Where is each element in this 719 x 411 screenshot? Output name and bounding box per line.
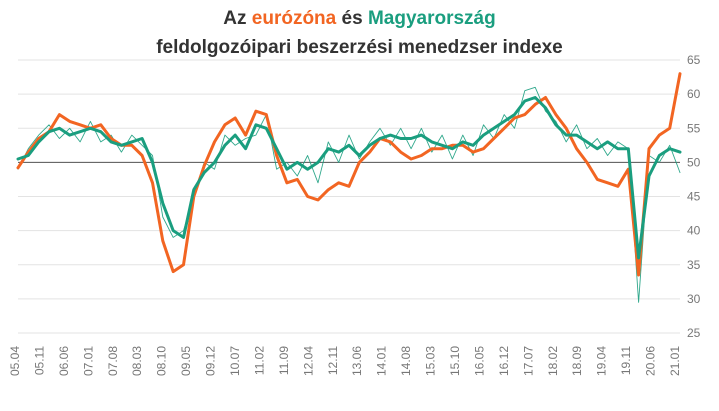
x-tick-label: 07.08	[106, 346, 120, 376]
x-tick-label: 10.07	[228, 346, 242, 376]
y-tick-label: 25	[687, 326, 701, 340]
x-tick-label: 12.11	[326, 346, 340, 375]
x-tick-label: 13.06	[350, 346, 364, 376]
x-tick-label: 18.02	[546, 346, 560, 376]
x-tick-label: 11.09	[277, 346, 291, 375]
y-tick-label: 30	[687, 292, 701, 306]
chart-title: Az eurózóna és Magyarország feldolgozóip…	[0, 4, 719, 62]
x-tick-label: 12.04	[301, 346, 315, 376]
x-tick-label: 21.01	[668, 346, 682, 376]
y-tick-label: 45	[687, 190, 701, 204]
y-tick-label: 55	[687, 121, 701, 135]
title-line-2: feldolgozóipari beszerzési menedzser ind…	[156, 37, 563, 58]
x-tick-labels: 05.04 05.11 06.06 07.01 07.08 08.03 08.10 09.05…	[8, 346, 682, 376]
x-tick-label: 16.05	[472, 346, 486, 376]
x-tick-label: 06.06	[57, 346, 71, 376]
title-eurozone: eurózóna	[251, 8, 337, 29]
x-tick-label: 11.02	[252, 346, 266, 375]
series-lines	[16, 72, 682, 303]
title-line-1: Az eurózóna és Magyarország	[0, 4, 719, 33]
x-tick-label: 17.07	[521, 346, 535, 376]
x-tick-label: 19.04	[595, 346, 609, 376]
x-tick-label: 20.06	[644, 346, 658, 376]
y-tick-label: 60	[687, 87, 701, 101]
x-tick-label: 09.12	[204, 346, 218, 376]
y-tick-labels: 25 30 35 40 45 50 55 60 65	[687, 53, 701, 340]
x-tick-label: 05.04	[8, 346, 22, 376]
x-tick-label: 16.12	[497, 346, 511, 376]
x-tick-label: 14.01	[375, 346, 389, 376]
y-tick-label: 40	[687, 224, 701, 238]
y-tick-label: 65	[687, 53, 701, 67]
title-hungary: Magyarország	[367, 8, 496, 29]
title-middle: és	[336, 8, 368, 29]
x-tick-label: 08.03	[130, 346, 144, 376]
x-tick-label: 14.08	[399, 346, 413, 376]
x-tick-label: 15.10	[448, 346, 462, 376]
y-tick-label: 50	[687, 155, 701, 169]
x-tick-label: 09.05	[179, 346, 193, 376]
series-line-eurozone	[16, 72, 682, 277]
y-tick-label: 35	[687, 258, 701, 272]
title-prefix: Az	[223, 8, 252, 29]
series-line-hungary	[16, 96, 682, 260]
x-tick-label: 08.10	[155, 346, 169, 376]
series-line-hungary-monthly	[17, 86, 681, 303]
x-tick-label: 07.01	[81, 346, 95, 376]
gridlines	[18, 59, 680, 334]
x-tick-label: 15.03	[424, 346, 438, 376]
x-tick-label: 18.09	[570, 346, 584, 376]
x-tick-label: 05.11	[32, 346, 46, 375]
x-tick-label: 19.11	[619, 346, 633, 375]
